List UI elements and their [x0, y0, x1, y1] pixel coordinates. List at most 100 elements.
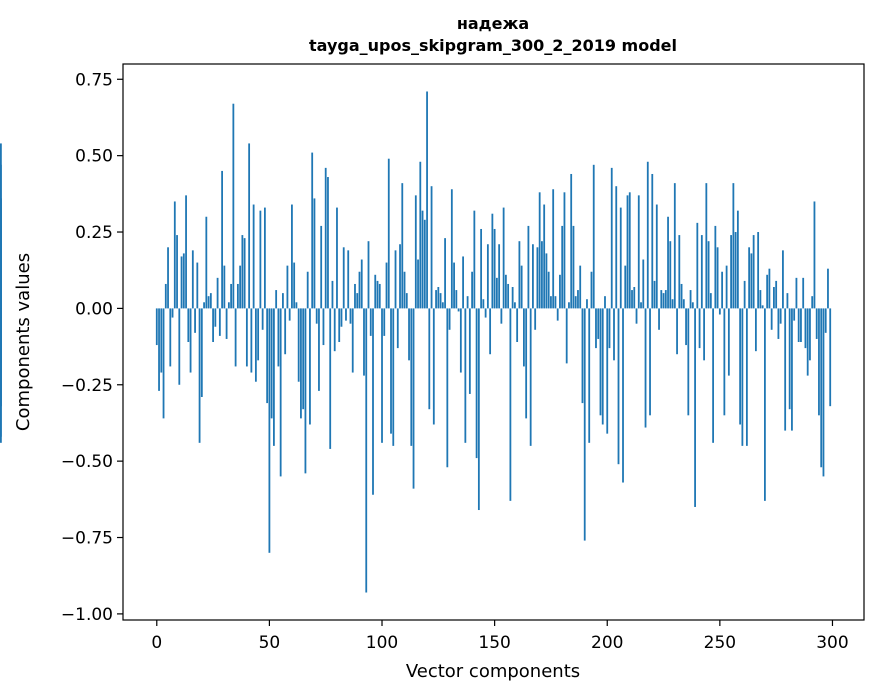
bar-248: [714, 226, 716, 308]
bar-258: [737, 211, 739, 309]
bar-89: [356, 293, 358, 308]
bar-181: [564, 192, 566, 308]
bar-8: [174, 201, 176, 308]
bar-165: [528, 226, 530, 308]
bar-158: [512, 287, 514, 308]
bar-243: [703, 308, 705, 360]
bar-221: [654, 281, 656, 308]
bar-246: [710, 293, 712, 308]
bar-220: [651, 174, 653, 308]
bar-23: [208, 296, 210, 308]
bar-288: [805, 308, 807, 348]
bar-116: [417, 260, 419, 309]
bar-55: [280, 308, 282, 476]
bar-88: [354, 284, 356, 308]
bar-31: [226, 308, 228, 339]
bar-104: [390, 308, 392, 433]
bar-171: [541, 241, 543, 308]
bar-188: [579, 266, 581, 309]
bar-262: [746, 308, 748, 445]
bar-240: [696, 223, 698, 309]
bar-139: [469, 308, 471, 394]
bar-199: [604, 296, 606, 308]
y-tick-label: −0.75: [61, 529, 113, 549]
bar-119: [424, 220, 426, 309]
bar-18: [196, 263, 198, 309]
bar-293: [816, 308, 818, 339]
bar-172: [543, 205, 545, 309]
bar-170: [539, 192, 541, 308]
bar-120: [426, 91, 428, 308]
bar-undefined: [0, 198, 2, 308]
bar-177: [555, 296, 557, 308]
bar-131: [451, 189, 453, 308]
bar-289: [807, 308, 809, 375]
bar-269: [762, 305, 764, 308]
bar-79: [334, 308, 336, 351]
bar-60: [291, 205, 293, 309]
bar-256: [732, 183, 734, 308]
bar-36: [237, 284, 239, 308]
bar-114: [413, 308, 415, 488]
bar-64: [300, 308, 302, 418]
bar-12: [183, 253, 185, 308]
bar-138: [467, 296, 469, 308]
bar-5: [167, 247, 169, 308]
bar-33: [230, 284, 232, 308]
bar-294: [818, 308, 820, 415]
bar-94: [368, 241, 370, 308]
bar-270: [764, 308, 766, 500]
bar-223: [658, 308, 660, 329]
bar-275: [775, 281, 777, 308]
bar-121: [428, 308, 430, 409]
bar-195: [595, 308, 597, 348]
bar-2: [160, 308, 162, 372]
bar-179: [559, 275, 561, 309]
bar-96: [372, 308, 374, 494]
bar-117: [419, 162, 421, 309]
bar-21: [203, 302, 205, 308]
bar-7: [172, 308, 174, 317]
bar-143: [478, 308, 480, 510]
bar-113: [410, 308, 412, 445]
bar-234: [683, 299, 685, 308]
bar-266: [755, 308, 757, 351]
bars-group: [0, 91, 831, 592]
bar-191: [586, 299, 588, 308]
bar-99: [379, 284, 381, 308]
bar-168: [534, 308, 536, 329]
bar-90: [359, 272, 361, 309]
bar-167: [532, 244, 534, 308]
bar-298: [827, 269, 829, 309]
bar-142: [476, 308, 478, 458]
bar-69: [311, 153, 313, 309]
bar-185: [573, 226, 575, 308]
bar-34: [232, 104, 234, 309]
chart-title: надежа: [457, 14, 529, 33]
bar-66: [305, 308, 307, 473]
bar-264: [750, 253, 752, 308]
bar-282: [791, 308, 793, 430]
bar-236: [687, 308, 689, 415]
bar-111: [406, 293, 408, 308]
bar-272: [769, 269, 771, 309]
bar-16: [192, 250, 194, 308]
bar-74: [323, 308, 325, 345]
bar-219: [649, 308, 651, 415]
bar-196: [597, 308, 599, 339]
bar-182: [566, 308, 568, 363]
bar-95: [370, 308, 372, 335]
bar-161: [519, 241, 521, 308]
x-tick-label: 150: [478, 633, 510, 653]
bar-126: [440, 293, 442, 308]
bar-283: [793, 308, 795, 320]
y-axis-ticks: −1.00−0.75−0.50−0.250.000.250.500.75: [61, 70, 123, 625]
bar-218: [647, 162, 649, 309]
bar-132: [453, 263, 455, 309]
bar-53: [275, 290, 277, 308]
bar-20: [201, 308, 203, 397]
y-tick-label: −1.00: [61, 605, 113, 625]
bar-203: [613, 308, 615, 360]
